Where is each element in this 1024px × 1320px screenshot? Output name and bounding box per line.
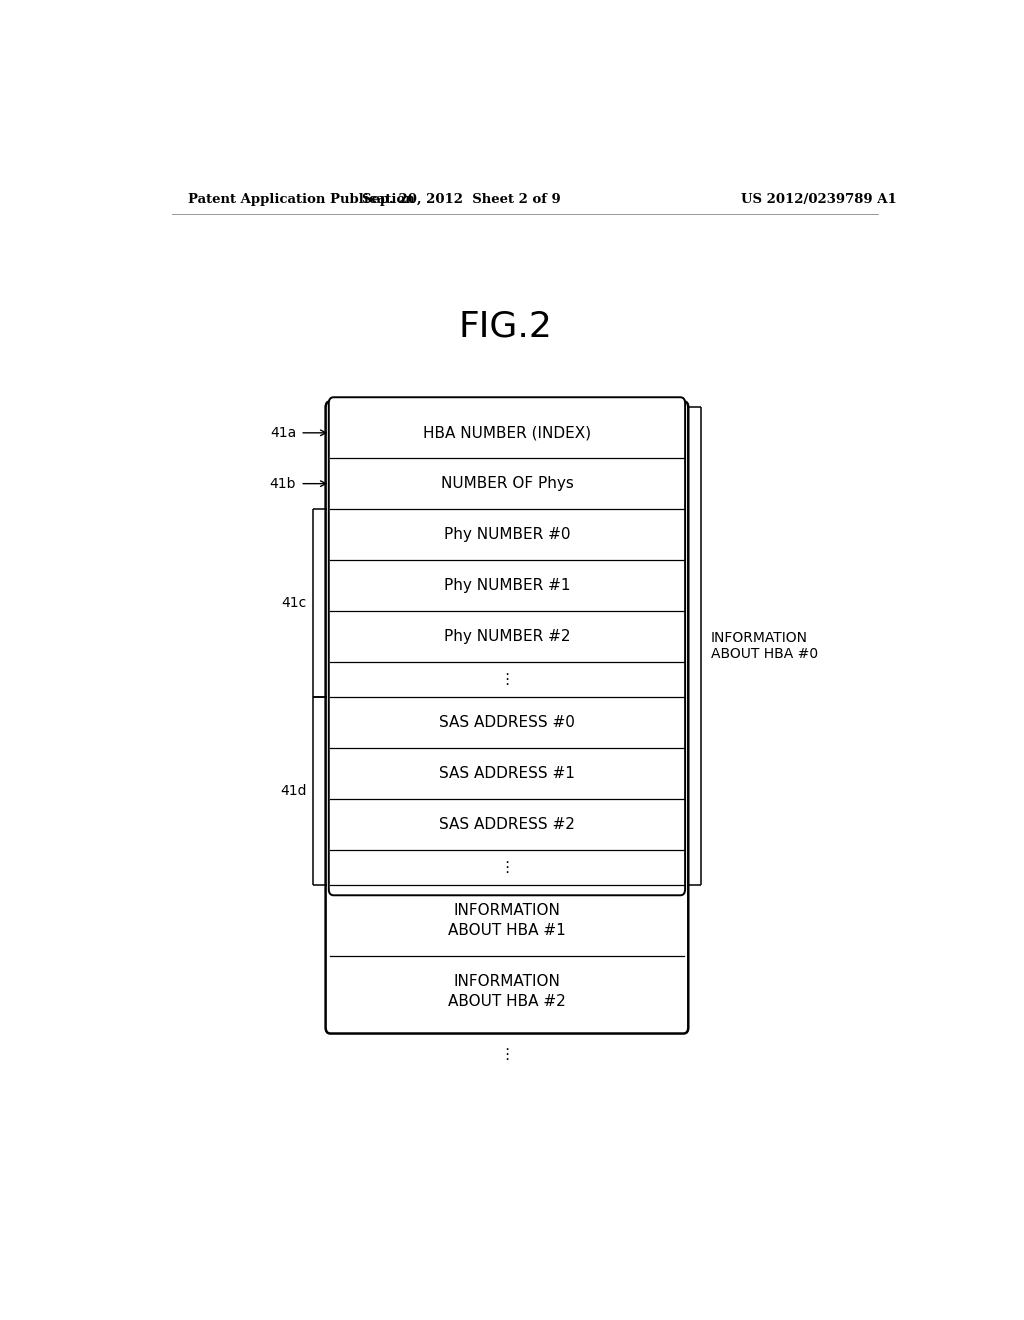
Text: ⋮: ⋮ [500,672,515,686]
Text: INFORMATION
ABOUT HBA #0: INFORMATION ABOUT HBA #0 [711,631,817,661]
Text: 41b: 41b [269,477,296,491]
Text: 41d: 41d [280,784,306,799]
Text: SAS ADDRESS #0: SAS ADDRESS #0 [439,715,574,730]
Text: Phy NUMBER #2: Phy NUMBER #2 [443,628,570,644]
Text: Sep. 20, 2012  Sheet 2 of 9: Sep. 20, 2012 Sheet 2 of 9 [361,193,561,206]
Text: HBA NUMBER (INDEX): HBA NUMBER (INDEX) [423,425,591,441]
Text: ⋮: ⋮ [500,1047,515,1063]
Text: Patent Application Publication: Patent Application Publication [187,193,415,206]
Text: ⋮: ⋮ [500,859,515,875]
Text: SAS ADDRESS #2: SAS ADDRESS #2 [439,817,574,832]
Text: INFORMATION
ABOUT HBA #2: INFORMATION ABOUT HBA #2 [449,974,566,1010]
Text: FIG.2: FIG.2 [458,309,552,343]
Text: SAS ADDRESS #1: SAS ADDRESS #1 [439,766,574,781]
FancyBboxPatch shape [326,401,688,1034]
FancyBboxPatch shape [329,397,685,895]
Text: NUMBER OF Phys: NUMBER OF Phys [440,477,573,491]
Text: Phy NUMBER #1: Phy NUMBER #1 [443,578,570,593]
Text: 41c: 41c [282,597,306,610]
Text: Phy NUMBER #0: Phy NUMBER #0 [443,527,570,543]
Text: US 2012/0239789 A1: US 2012/0239789 A1 [740,193,896,206]
Text: 41a: 41a [270,426,296,440]
Text: INFORMATION
ABOUT HBA #1: INFORMATION ABOUT HBA #1 [449,903,566,939]
